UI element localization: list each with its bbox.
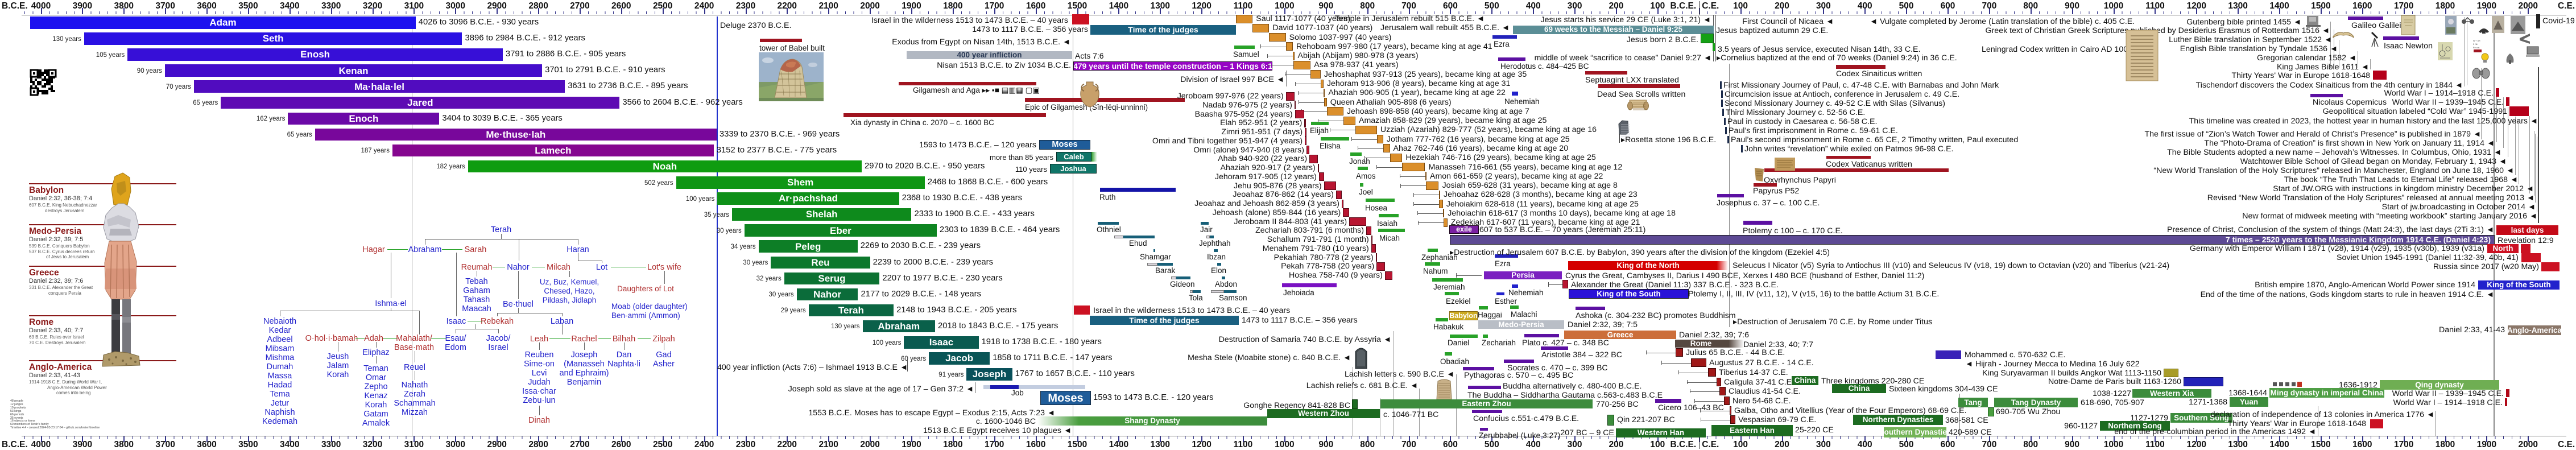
svg-text:N + 3H: N + 3H bbox=[2473, 39, 2480, 42]
svg-text:2 NH: 2 NH bbox=[2473, 43, 2478, 46]
svg-text:Fe cat.: Fe cat. bbox=[2473, 46, 2480, 49]
